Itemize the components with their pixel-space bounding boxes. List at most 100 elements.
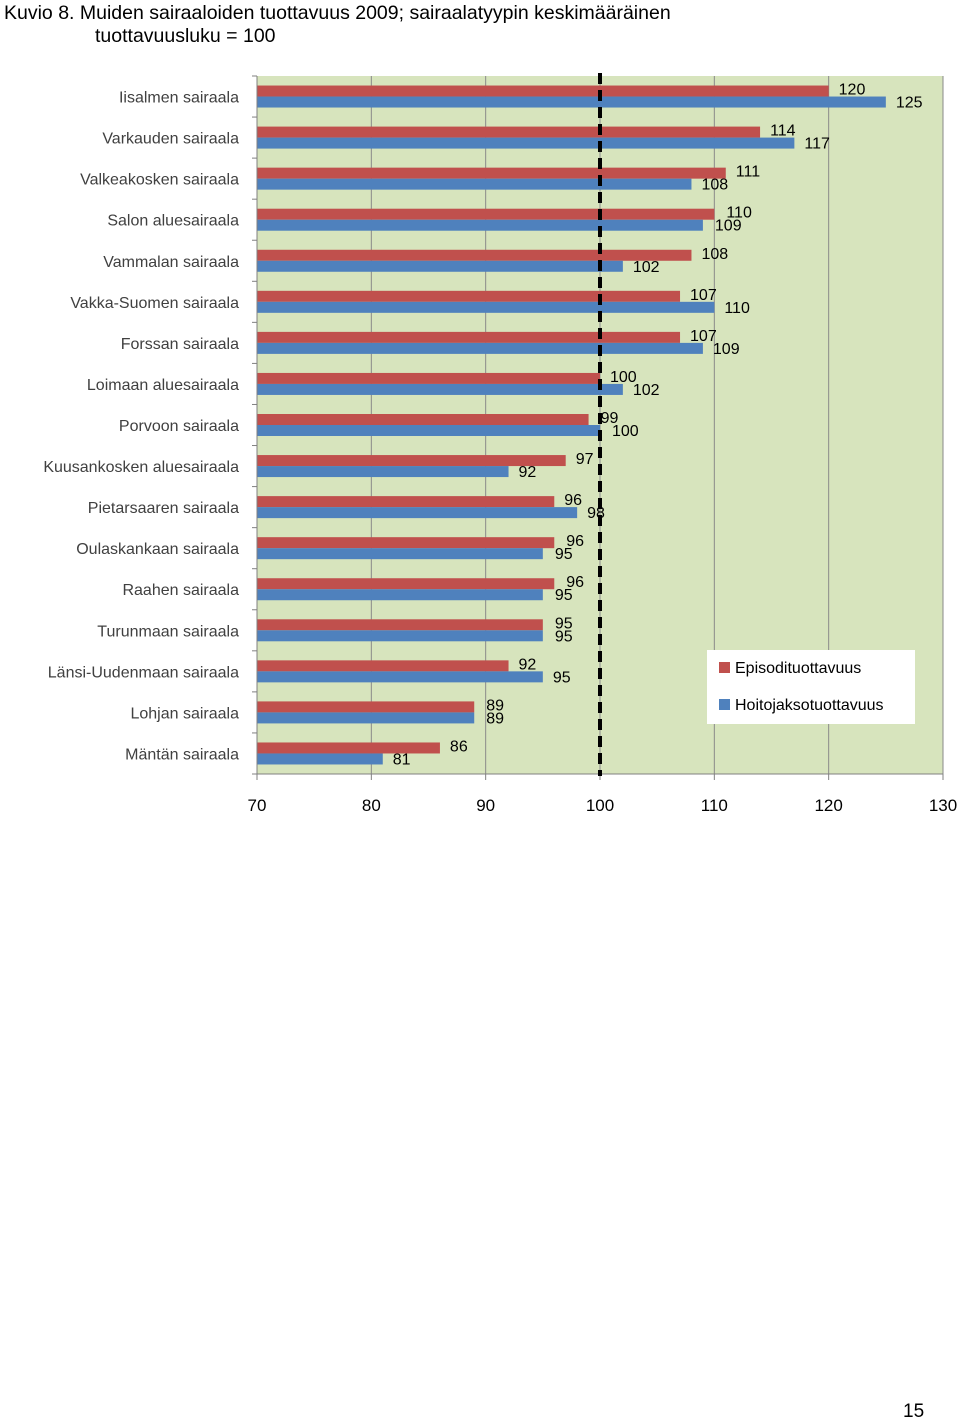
data-label-care-period: 125 (896, 95, 923, 112)
data-label-care-period: 81 (393, 751, 411, 768)
category-label: Iisalmen sairaala (119, 90, 239, 107)
bar-episode (257, 167, 726, 179)
x-tick-label: 100 (586, 796, 614, 815)
data-label-care-period: 110 (724, 300, 750, 317)
data-label-episode: 107 (690, 328, 717, 345)
x-tick-label: 130 (929, 796, 957, 815)
bar-care-period (257, 219, 703, 231)
data-label-episode: 108 (701, 246, 728, 263)
category-label: Oulaskankaan sairaala (76, 541, 239, 558)
legend-label: Hoitojaksotuottavuus (735, 697, 884, 714)
bar-care-period (257, 507, 578, 519)
data-label-care-period: 109 (715, 218, 742, 235)
category-label: Loimaan aluesairaala (87, 377, 239, 394)
category-label: Kuusankosken aluesairaala (43, 459, 239, 476)
data-label-episode: 96 (566, 533, 584, 550)
data-label-episode: 110 (726, 205, 752, 222)
data-label-care-period: 95 (555, 546, 573, 563)
bar-care-period (257, 96, 886, 108)
caption-label: Kuvio 8. (4, 2, 75, 24)
bar-episode (257, 496, 555, 508)
bar-episode (257, 290, 681, 302)
bar-care-period (257, 466, 509, 478)
category-label: Mäntän sairaala (125, 746, 239, 763)
data-label-episode: 89 (486, 697, 504, 714)
data-label-care-period: 95 (555, 587, 573, 604)
x-tick-label: 80 (362, 796, 381, 815)
x-tick-label: 120 (814, 796, 842, 815)
category-label: Forssan sairaala (121, 336, 239, 353)
category-label: Varkauden sairaala (102, 131, 239, 148)
category-label: Valkeakosken sairaala (80, 172, 239, 189)
caption-text-line1: Muiden sairaaloiden tuottavuus 2009; sai… (79, 2, 671, 24)
bar-care-period (257, 260, 623, 272)
bar-episode (257, 537, 555, 549)
data-label-episode: 99 (601, 410, 619, 427)
data-label-episode: 86 (450, 738, 468, 755)
legend-box (707, 650, 915, 724)
data-label-care-period: 95 (553, 669, 571, 686)
data-label-care-period: 109 (713, 341, 740, 358)
bar-episode (257, 85, 829, 97)
bar-care-period (257, 753, 383, 765)
bar-care-period (257, 301, 715, 313)
x-tick-label: 110 (701, 796, 728, 815)
data-label-care-period: 89 (486, 710, 504, 727)
bar-care-period (257, 548, 543, 560)
category-label: Raahen sairaala (122, 582, 239, 599)
data-label-episode: 107 (690, 287, 717, 304)
data-label-care-period: 108 (701, 177, 728, 194)
bar-care-period (257, 589, 543, 601)
bar-episode (257, 578, 555, 590)
data-label-episode: 111 (736, 164, 760, 181)
bar-episode (257, 619, 543, 631)
category-label: Vakka-Suomen sairaala (70, 295, 239, 312)
data-label-care-period: 100 (612, 423, 639, 440)
data-label-care-period: 92 (519, 464, 537, 481)
data-label-episode: 96 (566, 574, 584, 591)
bar-care-period (257, 178, 692, 190)
data-label-episode: 92 (519, 656, 537, 673)
legend-label: Episodituottavuus (735, 660, 861, 677)
bar-care-period (257, 425, 600, 436)
bar-chart: Iisalmen sairaala 120 125 Varkauden sairaal… (43, 73, 957, 815)
x-tick-label: 90 (476, 796, 495, 815)
bar-episode (257, 372, 600, 384)
category-label: Vammalan sairaala (103, 254, 239, 271)
bar-episode (257, 414, 589, 425)
category-label: Pietarsaaren sairaala (88, 500, 239, 517)
bar-episode (257, 701, 475, 713)
bar-episode (257, 455, 566, 467)
page-number: 15 (903, 1401, 925, 1422)
data-label-episode: 96 (564, 492, 582, 509)
bar-episode (257, 660, 509, 672)
data-label-episode: 95 (555, 615, 573, 632)
data-label-care-period: 102 (633, 382, 660, 399)
data-label-care-period: 117 (804, 136, 830, 153)
legend-swatch (719, 662, 730, 673)
bar-episode (257, 126, 761, 138)
bar-care-period (257, 712, 475, 724)
data-label-episode: 100 (610, 369, 637, 386)
category-label: Lohjan sairaala (130, 705, 239, 722)
bar-episode (257, 331, 681, 343)
data-label-care-period: 102 (633, 259, 660, 276)
figure-caption: Kuvio 8. Muiden sairaaloiden tuottavuus … (4, 2, 954, 48)
category-label: Porvoon sairaala (119, 418, 239, 435)
bar-care-period (257, 137, 795, 149)
category-label: Salon aluesairaala (107, 213, 239, 230)
legend-swatch (719, 699, 730, 710)
bar-episode (257, 249, 692, 261)
data-label-episode: 120 (839, 82, 866, 99)
bar-care-period (257, 671, 543, 683)
data-label-episode: 114 (770, 123, 796, 140)
data-label-care-period: 98 (587, 505, 605, 522)
bar-care-period (257, 383, 623, 395)
bar-care-period (257, 630, 543, 642)
category-label: Turunmaan sairaala (97, 623, 239, 640)
data-label-episode: 97 (576, 451, 594, 468)
bar-episode (257, 208, 715, 220)
x-tick-label: 70 (248, 796, 267, 815)
data-label-care-period: 95 (555, 628, 573, 645)
category-label: Länsi-Uudenmaan sairaala (48, 664, 239, 681)
